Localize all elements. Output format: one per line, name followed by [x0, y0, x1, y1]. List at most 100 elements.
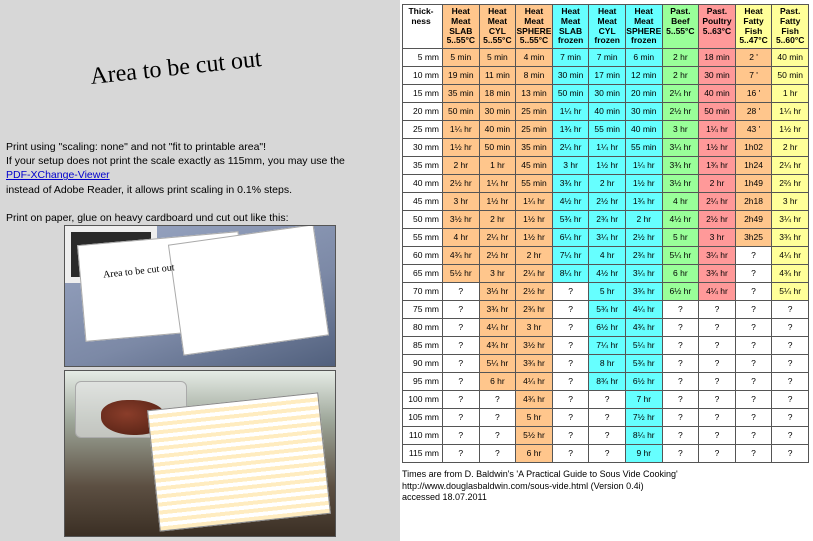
table-cell: 3¾ hr [552, 175, 589, 193]
table-cell: ? [699, 409, 736, 427]
table-cell: ? [735, 427, 772, 445]
table-cell: 7 ' [735, 67, 772, 85]
table-cell: 2¾ hr [589, 211, 626, 229]
table-cell: 5¼ hr [479, 355, 516, 373]
table-cell: ? [443, 337, 480, 355]
col-header: HeatFattyFish5..47°C [735, 5, 772, 49]
table-cell: 1¼ hr [772, 103, 809, 121]
table-cell: ? [443, 391, 480, 409]
table-cell: 40 mm [403, 175, 443, 193]
table-cell: 50 min [699, 103, 736, 121]
table-cell: 35 min [443, 85, 480, 103]
table-cell: 1½ hr [443, 139, 480, 157]
table-cell: ? [662, 337, 699, 355]
table-cell: ? [443, 427, 480, 445]
table-cell: 5½ hr [516, 427, 553, 445]
table-cell: 1½ hr [479, 193, 516, 211]
table-cell: ? [552, 319, 589, 337]
table-cell: 7 hr [625, 391, 662, 409]
table-cell: 2¼ hr [662, 85, 699, 103]
table-cell: 50 mm [403, 211, 443, 229]
table-cell: 6½ hr [589, 319, 626, 337]
table-cell: ? [552, 355, 589, 373]
table-row: 20 mm50 min30 min25 min1¼ hr40 min30 min… [403, 103, 809, 121]
table-cell: 4¾ hr [625, 319, 662, 337]
table-cell: 1½ hr [516, 211, 553, 229]
table-cell: 90 mm [403, 355, 443, 373]
table-cell: 45 min [516, 157, 553, 175]
table-cell: 55 min [589, 121, 626, 139]
table-cell: 4¼ hr [625, 301, 662, 319]
table-cell: 5¼ hr [772, 283, 809, 301]
table-cell: 25 mm [403, 121, 443, 139]
table-cell: 6 hr [662, 265, 699, 283]
table-cell: 7 min [552, 49, 589, 67]
table-cell: 17 min [589, 67, 626, 85]
table-cell: 2⅔ hr [772, 175, 809, 193]
table-cell: ? [735, 373, 772, 391]
table-cell: 50 min [479, 139, 516, 157]
table-cell: 2½ hr [662, 103, 699, 121]
table-cell: 4¼ hr [479, 319, 516, 337]
table-cell: ? [735, 247, 772, 265]
table-cell: 3¾ hr [479, 301, 516, 319]
table-cell: ? [699, 427, 736, 445]
instr-line1: Print using "scaling: none" and not "fit… [6, 140, 396, 154]
instr-line4: Print on paper, glue on heavy cardboard … [6, 211, 396, 225]
table-cell: 1¼ hr [443, 121, 480, 139]
table-cell: ? [589, 427, 626, 445]
table-cell: 8 min [516, 67, 553, 85]
table-cell: ? [589, 445, 626, 463]
col-header: Thick-ness [403, 5, 443, 49]
table-cell: 95 mm [403, 373, 443, 391]
table-cell: 1h02 [735, 139, 772, 157]
table-cell: ? [772, 427, 809, 445]
table-cell: 3½ hr [662, 175, 699, 193]
table-cell: 5 hr [589, 283, 626, 301]
table-cell: 110 mm [403, 427, 443, 445]
table-cell: ? [772, 355, 809, 373]
table-cell: 30 min [625, 103, 662, 121]
table-cell: 40 min [625, 121, 662, 139]
table-cell: 50 min [772, 67, 809, 85]
table-cell: 2½ hr [479, 247, 516, 265]
table-cell: ? [479, 445, 516, 463]
table-cell: 4¾ hr [772, 265, 809, 283]
table-cell: 105 mm [403, 409, 443, 427]
table-cell: 7¼ hr [552, 247, 589, 265]
table-cell: ? [772, 319, 809, 337]
table-cell: ? [662, 391, 699, 409]
table-cell: 6½ hr [662, 283, 699, 301]
table-cell: 30 min [589, 85, 626, 103]
table-cell: 3⅓ hr [479, 283, 516, 301]
table-cell: 2½ hr [589, 193, 626, 211]
table-cell: ? [443, 301, 480, 319]
table-cell: 2¼ hr [772, 157, 809, 175]
table-cell: 4 hr [443, 229, 480, 247]
table-cell: ? [662, 427, 699, 445]
table-cell: 18 min [699, 49, 736, 67]
cooking-times-table: Thick-nessHeatMeatSLAB5..55°CHeatMeatCYL… [402, 4, 809, 463]
table-cell: ? [552, 391, 589, 409]
table-cell: ? [735, 265, 772, 283]
table-cell: ? [699, 319, 736, 337]
table-cell: 3¾ hr [699, 265, 736, 283]
table-cell: ? [552, 373, 589, 391]
table-cell: ? [735, 301, 772, 319]
table-cell: 1¼ hr [479, 175, 516, 193]
table-cell: ? [699, 301, 736, 319]
table-cell: 3½ hr [443, 211, 480, 229]
table-cell: 2h18 [735, 193, 772, 211]
table-cell: 3 hr [516, 319, 553, 337]
col-header: Past.Poultry5..63°C [699, 5, 736, 49]
table-cell: 40 min [699, 85, 736, 103]
pdfxchange-link[interactable]: PDF-XChange-Viewer [6, 169, 110, 181]
table-cell: 3 hr [662, 121, 699, 139]
table-cell: ? [735, 445, 772, 463]
table-cell: 55 min [625, 139, 662, 157]
table-cell: 25 min [516, 103, 553, 121]
table-cell: 3 hr [443, 193, 480, 211]
table-cell: ? [662, 301, 699, 319]
table-cell: ? [699, 355, 736, 373]
table-cell: 3 hr [479, 265, 516, 283]
